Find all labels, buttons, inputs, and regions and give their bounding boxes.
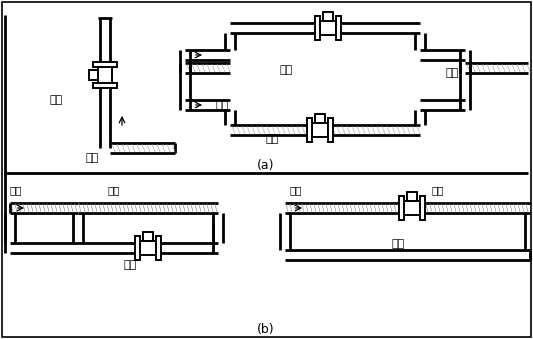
Text: 气泡: 气泡 <box>432 185 445 195</box>
Bar <box>336 16 341 40</box>
Text: 气泡: 气泡 <box>10 185 22 195</box>
Bar <box>420 196 425 220</box>
Bar <box>93 83 117 88</box>
Text: 液体: 液体 <box>265 134 278 144</box>
Bar <box>89 70 98 80</box>
Text: 错误: 错误 <box>392 239 405 249</box>
Text: 气泡: 气泡 <box>290 185 303 195</box>
Bar <box>156 236 161 260</box>
Bar <box>135 236 140 260</box>
Text: 气泡: 气泡 <box>108 185 120 195</box>
Bar <box>312 123 328 137</box>
Text: 液体: 液体 <box>445 68 458 78</box>
Bar <box>140 241 156 255</box>
Text: 正确: 正确 <box>123 260 136 270</box>
Text: 错误: 错误 <box>215 100 228 110</box>
Bar <box>320 21 336 35</box>
Bar <box>307 118 312 142</box>
Bar <box>323 12 333 21</box>
Bar <box>399 196 404 220</box>
Bar <box>98 67 112 83</box>
Bar <box>143 232 153 241</box>
Bar <box>315 114 325 123</box>
Bar <box>315 16 320 40</box>
Bar <box>407 192 417 201</box>
Text: 正确: 正确 <box>50 95 63 105</box>
Bar <box>404 201 420 215</box>
Text: 液体: 液体 <box>85 153 98 163</box>
Text: 正确: 正确 <box>280 65 293 75</box>
Text: (a): (a) <box>257 159 274 172</box>
Bar <box>328 118 333 142</box>
Text: (b): (b) <box>257 323 275 337</box>
Bar <box>93 62 117 67</box>
